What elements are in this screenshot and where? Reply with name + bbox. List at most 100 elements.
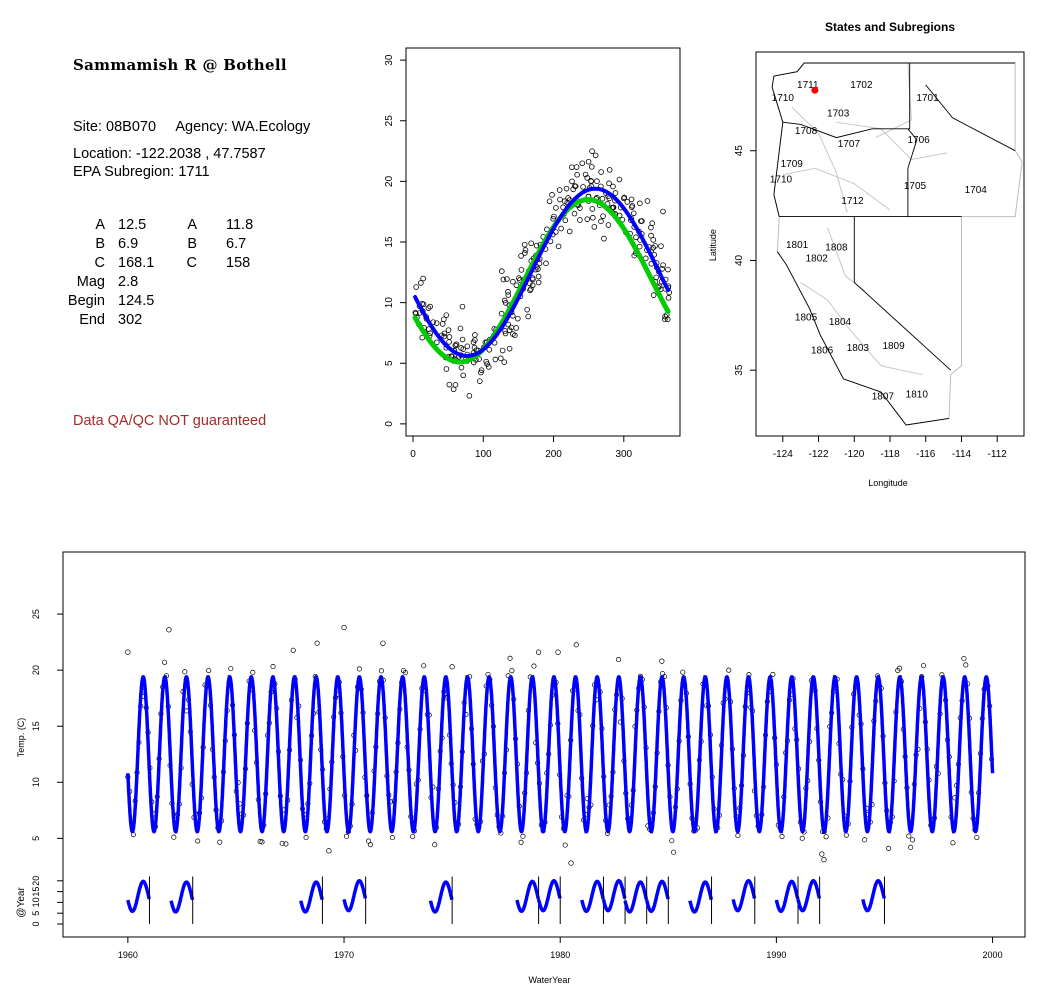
year-curve xyxy=(623,880,649,914)
scatter-point xyxy=(470,339,477,346)
ts-outlier xyxy=(380,640,386,646)
scatter-point xyxy=(484,361,490,367)
y-tick-label: 5 xyxy=(384,360,395,366)
param-value-2: 158 xyxy=(226,255,251,271)
scatter-point xyxy=(571,210,578,217)
scatter-point xyxy=(498,268,505,274)
year-curve xyxy=(580,879,605,914)
subregion-map-chart: States and Subregions -124 -122 -120 -118 -11… xyxy=(708,20,1025,488)
y-axis-label: Latitude xyxy=(708,229,718,261)
scatter-point xyxy=(660,208,666,215)
scatter-point xyxy=(637,200,643,207)
scatter-point xyxy=(579,160,586,167)
subregion-boundary xyxy=(791,106,848,213)
param-row: End 302 xyxy=(60,311,320,330)
scatter-point xyxy=(498,310,505,317)
year-segment xyxy=(515,876,541,924)
scatter-point xyxy=(653,274,659,281)
scatter-point xyxy=(557,196,563,203)
y-axis-label: Temp. (C) xyxy=(16,718,26,758)
scatter-point xyxy=(580,184,586,190)
ts-outlier xyxy=(166,627,172,633)
ts-point xyxy=(950,840,956,846)
x-tick-label: 1960 xyxy=(118,950,138,960)
param-value: 124.5 xyxy=(118,293,155,309)
scatter-point xyxy=(504,276,510,282)
ts-point xyxy=(182,669,188,675)
scatter-point xyxy=(535,273,542,280)
map-title: States and Subregions xyxy=(825,20,955,34)
scatter-point xyxy=(500,276,507,283)
scatter-point xyxy=(476,378,483,384)
scatter-point xyxy=(616,176,623,183)
year-segment xyxy=(126,876,151,924)
scatter-point xyxy=(533,242,540,249)
y-tick-label: 0 xyxy=(384,421,395,427)
y-tick-label: 15 xyxy=(384,236,395,248)
region-label: 1808 xyxy=(825,242,848,253)
x-axis-label: Longitude xyxy=(868,478,908,488)
scatter-point xyxy=(569,164,575,171)
param-row: C 168.1 C 158 xyxy=(60,254,320,273)
year-curve xyxy=(536,879,562,913)
scatter-point xyxy=(628,196,635,203)
scatter-point xyxy=(478,367,485,373)
subregion-boundary xyxy=(875,62,912,139)
scatter-point xyxy=(644,198,651,204)
y-tick-label: 15 xyxy=(31,721,41,731)
year-segment xyxy=(796,876,822,924)
scatter-point xyxy=(585,158,592,165)
ts-point xyxy=(421,663,427,669)
year-segment xyxy=(342,876,368,924)
plot-frame xyxy=(62,551,1026,938)
x-tick-label: 2000 xyxy=(983,950,1003,960)
scatter-point xyxy=(638,218,644,224)
x-tick-label: 0 xyxy=(410,449,416,460)
site-marker xyxy=(811,86,819,94)
region-label: 1809 xyxy=(882,341,905,352)
param-value: 2.8 xyxy=(118,274,139,290)
state-boundary xyxy=(853,216,952,371)
state-boundary xyxy=(773,62,910,77)
region-label: 1704 xyxy=(965,185,988,196)
ts-point xyxy=(531,663,537,669)
x-tick-label: -122 xyxy=(809,449,829,460)
year-curve xyxy=(774,879,800,914)
state-boundary xyxy=(925,84,1016,152)
scatter-point xyxy=(572,183,579,190)
year-segment xyxy=(774,876,800,924)
scatter-point xyxy=(513,325,519,331)
scatter-point xyxy=(594,178,600,185)
scatter-point xyxy=(598,169,604,175)
scatter-point xyxy=(553,205,559,211)
scatter-point xyxy=(600,213,606,219)
x-tick-label: 1980 xyxy=(550,950,570,960)
ts-outlier xyxy=(341,624,347,631)
y-tick-label: 20 xyxy=(384,175,395,187)
y2-tick-label: 0 xyxy=(31,921,41,926)
scatter-point xyxy=(565,195,572,201)
x-axis-label: WaterYear xyxy=(528,975,570,985)
ts-point xyxy=(843,832,849,838)
ts-point xyxy=(908,844,914,850)
qaqc-note: Data QA/QC NOT guaranteed xyxy=(73,413,267,429)
ts-point xyxy=(974,834,980,841)
scatter-point xyxy=(413,284,419,290)
param-value: 6.9 xyxy=(118,236,139,252)
scatter-point xyxy=(546,198,553,205)
scatter-point xyxy=(551,213,557,220)
scatter-point xyxy=(508,324,515,331)
scatter-point xyxy=(441,316,447,323)
param-name: Begin xyxy=(67,293,105,309)
region-label: 1705 xyxy=(904,181,927,192)
param-row: Begin 124.5 xyxy=(60,292,320,311)
scatter-point xyxy=(486,346,493,353)
ts-outlier xyxy=(819,851,825,857)
subregion-line: EPA Subregion: 1711 xyxy=(73,164,210,180)
scatter-point xyxy=(621,194,628,201)
ts-point xyxy=(162,659,168,665)
scatter-point xyxy=(558,225,564,232)
ts-point xyxy=(250,669,256,676)
year-curve xyxy=(796,879,822,913)
ts-point xyxy=(507,655,513,661)
